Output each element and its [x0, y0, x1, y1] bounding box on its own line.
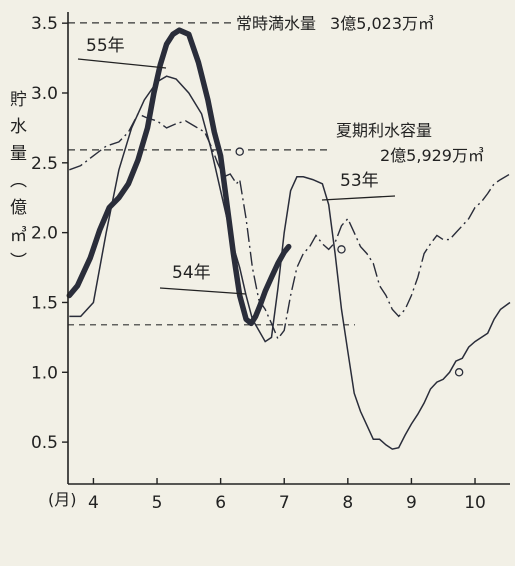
series-line-54年 — [69, 112, 511, 341]
y-tick-label: 2.5 — [31, 154, 58, 174]
data-series — [66, 27, 511, 450]
annotation-leader — [321, 195, 396, 201]
x-tick-label: 7 — [279, 493, 290, 513]
y-tick-label: 0.5 — [31, 433, 58, 453]
annotation-leader — [159, 287, 247, 295]
reference-lines — [68, 22, 355, 326]
y-tick-label: 1.5 — [31, 293, 58, 313]
summer-capacity-amount: 2億5,929万㎥ — [380, 146, 484, 165]
y-tick-label: 3.5 — [31, 14, 58, 34]
annotation-leader — [77, 58, 167, 69]
labels: 0.5 1.0 1.5 2.0 2.5 3.0 3.5 (月) 4 5 6 7 8 9 10 貯水量（億㎥） 常… — [6, 14, 486, 513]
x-tick-label: 9 — [406, 493, 417, 513]
x-tick-label: 5 — [152, 493, 163, 513]
x-tick-label: 6 — [215, 493, 226, 513]
x-tick-label: 10 — [464, 493, 486, 513]
y-tick-label: 1.0 — [31, 363, 58, 383]
summer-capacity-name: 夏期利水容量 — [336, 121, 432, 140]
axes — [62, 12, 510, 485]
full-capacity-name: 常時満水量 — [236, 14, 316, 33]
full-capacity-amount: 3億5,023万㎥ — [330, 14, 434, 33]
x-tick-label: 8 — [342, 493, 353, 513]
series-marker — [337, 245, 346, 254]
series-label-54年: 54年 — [172, 263, 211, 283]
full-capacity-label: 常時満水量 3億5,023万㎥ — [236, 14, 434, 33]
y-axis-title: 貯水量（億㎥） — [6, 90, 27, 279]
series-line-55年 — [66, 27, 292, 327]
series-label-53年: 53年 — [340, 171, 379, 191]
y-tick-label: 2.0 — [31, 224, 58, 244]
series-marker — [454, 368, 464, 377]
series-label-55年: 55年 — [86, 36, 125, 56]
series-marker — [235, 147, 244, 156]
y-tick-label: 3.0 — [31, 84, 58, 104]
x-tick-label: 4 — [88, 493, 99, 513]
series-line-53年 — [69, 75, 511, 450]
x-unit-label: (月) — [48, 490, 77, 509]
